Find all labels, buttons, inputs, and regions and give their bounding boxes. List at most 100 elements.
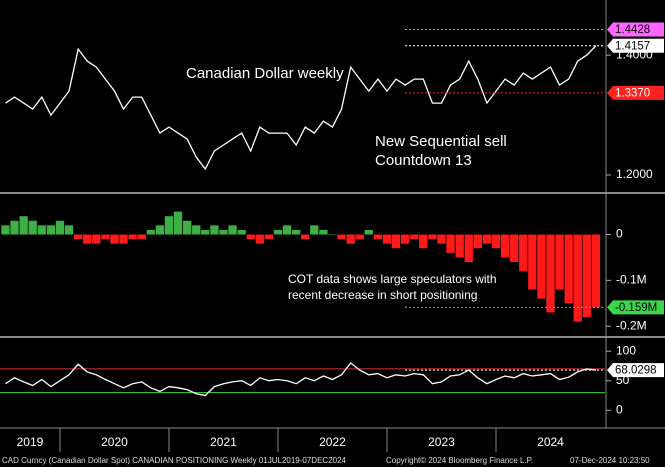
price-line — [5, 362, 597, 397]
annotation: Countdown 13 — [375, 152, 472, 169]
bar — [210, 225, 219, 235]
bar — [355, 234, 364, 240]
bar — [391, 234, 401, 249]
bar — [173, 211, 183, 235]
y-tick-label: 0 — [616, 227, 623, 241]
bar — [319, 229, 328, 235]
bar — [137, 234, 146, 240]
bar — [55, 220, 65, 235]
bar — [146, 229, 155, 235]
bar — [201, 229, 210, 235]
bar — [373, 234, 383, 240]
bar — [83, 234, 92, 244]
footer: Copyright© 2024 Bloomberg Finance L.P. — [386, 456, 533, 465]
bar — [519, 234, 528, 272]
bar — [573, 234, 582, 322]
bar — [510, 234, 519, 263]
level-label: 68.0298 — [615, 365, 657, 377]
bar — [228, 225, 237, 235]
bar — [419, 234, 428, 249]
bar — [337, 234, 346, 240]
bar — [19, 216, 28, 235]
footer: 07-Dec-2024 10:23:50 — [570, 456, 650, 465]
bar — [491, 234, 501, 249]
x-tick-label: 2024 — [537, 435, 564, 449]
bar — [455, 234, 464, 258]
bar — [101, 234, 110, 240]
bar — [482, 234, 492, 244]
bar — [28, 220, 37, 235]
bar — [219, 229, 228, 235]
bar — [410, 234, 419, 240]
bar — [328, 234, 337, 236]
annotation: COT data shows large speculators with — [288, 272, 497, 286]
bar — [428, 234, 437, 240]
bar — [246, 234, 255, 240]
y-tick-label: 100 — [616, 343, 636, 357]
bar — [346, 234, 355, 244]
y-tick-label: 1.2000 — [616, 167, 653, 181]
x-tick-label: 2020 — [101, 435, 128, 449]
y-tick-label: -0.1M — [616, 273, 647, 287]
bar — [64, 225, 74, 235]
level-box — [607, 85, 664, 100]
bar — [591, 234, 601, 308]
bar — [564, 234, 573, 304]
bar — [301, 234, 310, 240]
bar — [164, 216, 174, 235]
bar — [537, 234, 546, 299]
bar — [437, 234, 446, 244]
level-label: 1.4428 — [615, 24, 650, 36]
bar — [310, 225, 319, 235]
bar — [446, 234, 455, 253]
y-tick-label: 0 — [616, 402, 623, 416]
bar — [500, 234, 510, 258]
price-line — [5, 45, 597, 171]
bar — [473, 234, 482, 249]
bar — [282, 225, 292, 235]
level-box — [607, 22, 664, 37]
level-box — [607, 363, 664, 378]
x-tick-label: 2019 — [17, 435, 44, 449]
bar — [364, 229, 373, 235]
bar — [555, 234, 564, 290]
x-tick-label: 2021 — [210, 435, 237, 449]
bar — [264, 234, 274, 240]
annotation: Canadian Dollar weekly — [186, 65, 344, 82]
x-tick-label: 2022 — [319, 435, 346, 449]
level-box — [607, 38, 664, 53]
level-label: 1.3370 — [615, 87, 650, 99]
bar — [528, 234, 537, 290]
level-label: 1.4157 — [615, 40, 650, 52]
level-box — [607, 300, 664, 315]
bar — [237, 229, 246, 235]
annotation: New Sequential sell — [375, 133, 507, 150]
bar — [128, 234, 137, 240]
bar — [110, 234, 119, 244]
bar — [10, 220, 19, 235]
bar — [582, 234, 591, 318]
bar — [546, 234, 555, 313]
bar — [192, 225, 201, 235]
bar — [46, 225, 56, 235]
bar — [464, 234, 473, 263]
bar — [119, 234, 128, 244]
annotation: recent decrease in short positioning — [288, 288, 477, 302]
bar — [92, 234, 101, 244]
bar — [292, 229, 301, 235]
bar — [1, 225, 10, 235]
x-tick-label: 2023 — [428, 435, 455, 449]
bar — [273, 229, 283, 235]
bar — [73, 234, 83, 240]
bar — [155, 225, 165, 235]
bar — [183, 220, 192, 235]
bar — [382, 234, 392, 244]
bar — [255, 234, 264, 244]
bar — [37, 225, 46, 235]
bar — [401, 234, 410, 244]
footer: CAD Curncy (Canadian Dollar Spot) CANADI… — [2, 456, 347, 465]
level-label: -0.159M — [615, 302, 657, 314]
y-tick-label: -0.2M — [616, 318, 647, 332]
